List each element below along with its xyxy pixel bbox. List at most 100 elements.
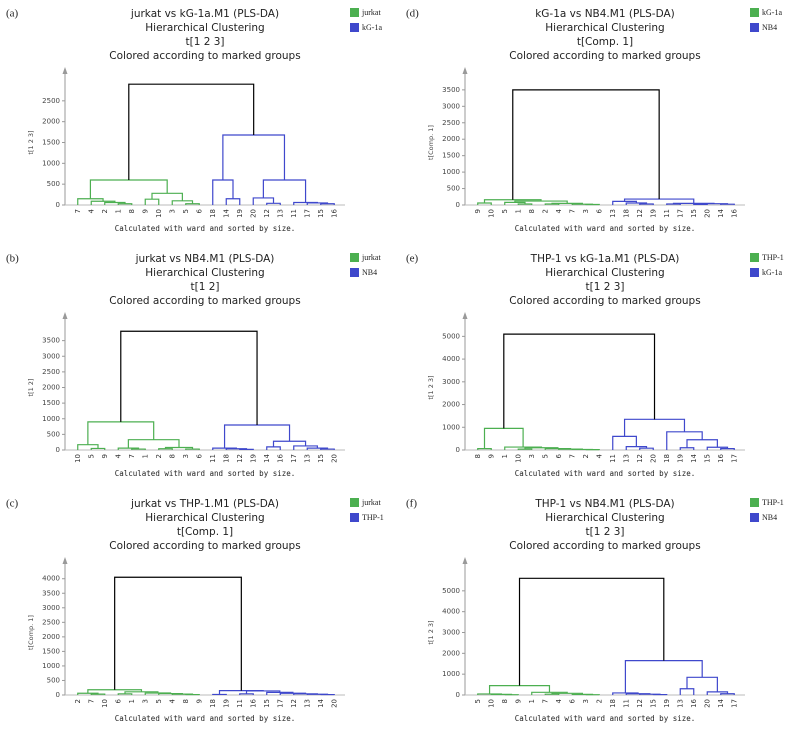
y-tick-label: 1000 [442, 670, 460, 678]
leaf-label: 3 [582, 209, 590, 213]
leaf-label: 6 [195, 453, 203, 458]
chart-title: t[Comp. 1] [177, 526, 233, 538]
leaf-label: 15 [649, 699, 657, 708]
leaf-label: 8 [128, 209, 136, 213]
merge-link [623, 418, 686, 437]
leaf-label: 12 [290, 699, 298, 708]
leaf-label: 2 [155, 454, 163, 458]
leaf-label: 2 [595, 699, 603, 703]
chart-title: kG-1a vs NB4.M1 (PLS-DA) [535, 8, 675, 20]
leaf-label: 17 [276, 699, 284, 708]
leaf-label: 5 [501, 209, 509, 213]
leaf-label: 9 [141, 209, 149, 213]
leaf-label: 6 [195, 208, 203, 213]
leaf-label: 3 [141, 699, 149, 703]
leaf-label: 17 [730, 454, 738, 463]
y-tick-label: 0 [456, 201, 460, 209]
y-tick-label: 4000 [442, 355, 460, 363]
leaf-label: 9 [514, 699, 522, 703]
y-tick-label: 3500 [42, 589, 60, 597]
leaf-label: 16 [690, 698, 698, 707]
y-axis-label: t[1 2] [27, 379, 35, 397]
legend-label: THP-1 [362, 513, 384, 522]
leaf-label: 7 [568, 454, 576, 458]
y-tick-label: 3000 [442, 102, 460, 110]
y-tick-label: 1000 [42, 662, 60, 670]
leaf-label: 1 [141, 454, 149, 458]
leaf-label: 7 [128, 454, 136, 458]
leaf-label: 18 [622, 209, 630, 218]
chart-title: THP-1 vs kG-1a.M1 (PLS-DA) [530, 253, 680, 265]
leaf-label: 1 [114, 209, 122, 213]
leaf-label: 9 [195, 699, 203, 703]
merge-link [120, 330, 258, 425]
leaf-label: 15 [317, 454, 325, 463]
leaf-label: 8 [168, 454, 176, 458]
merge-link [686, 676, 718, 692]
y-tick-label: 0 [456, 446, 460, 454]
chart-title: Hierarchical Clustering [145, 22, 264, 34]
merge-link [293, 445, 318, 450]
leaf-label: 11 [663, 209, 671, 218]
leaf-label: 14 [690, 453, 698, 462]
leaf-label: 20 [249, 209, 257, 218]
y-tick-label: 2000 [42, 384, 60, 392]
chart-title: t[1 2 3] [185, 36, 224, 48]
merge-link [87, 421, 155, 445]
merge-link [320, 448, 335, 450]
leaf-label: 20 [330, 454, 338, 463]
leaf-label: 20 [703, 699, 711, 708]
leaf-label: 10 [101, 699, 109, 708]
y-axis-label: t[Comp. 1] [27, 615, 35, 650]
merge-link [90, 200, 116, 205]
leaf-label: 17 [676, 209, 684, 218]
chart-title: Hierarchical Clustering [145, 267, 264, 279]
leaf-label: 10 [514, 454, 522, 463]
legend-label: NB4 [362, 268, 377, 277]
leaf-label: 13 [609, 209, 617, 218]
y-tick-label: 500 [47, 430, 60, 438]
leaf-label: 3 [528, 454, 536, 458]
leaf-label: 12 [263, 209, 271, 218]
chart-title: Colored according to marked groups [509, 295, 700, 307]
merge-link [223, 424, 291, 449]
merge-link [128, 83, 255, 180]
leaf-label: 12 [236, 454, 244, 463]
panel-label: (e) [406, 253, 419, 265]
legend-label: jurkat [361, 8, 381, 17]
merge-link [114, 576, 242, 691]
merge-link [90, 693, 106, 695]
legend-label: kG-1a [762, 8, 782, 17]
leaf-label: 5 [155, 699, 163, 703]
y-tick-label: 2500 [442, 119, 460, 127]
leaf-label: 13 [303, 699, 311, 708]
leaf-label: 1 [514, 209, 522, 213]
y-tick-label: 0 [56, 446, 60, 454]
merge-link [218, 690, 264, 695]
merge-link [90, 447, 106, 450]
y-tick-label: 3500 [42, 337, 60, 345]
merge-link [514, 200, 568, 204]
panel-label: (b) [6, 253, 19, 265]
panel-label: (d) [406, 8, 419, 20]
leaf-label: 10 [155, 209, 163, 218]
axis-arrow [462, 312, 468, 319]
chart-title: THP-1 vs NB4.M1 (PLS-DA) [534, 498, 674, 510]
leaf-label: 1 [528, 699, 536, 703]
merge-link [612, 200, 637, 205]
leaf-label: 15 [263, 699, 271, 708]
merge-link [171, 200, 194, 205]
merge-link [679, 688, 695, 695]
leaf-label: 12 [636, 209, 644, 218]
legend-swatch [750, 23, 759, 32]
merge-link [612, 692, 639, 695]
leaf-label: 16 [330, 208, 338, 217]
dendrogram-panel: (e) THP-1 vs kG-1a.M1 (PLS-DA) Hierarchica… [406, 253, 784, 478]
merge-link [222, 134, 286, 180]
merge-link [131, 448, 146, 450]
leaf-label: 18 [663, 454, 671, 463]
leaf-label: 17 [303, 209, 311, 218]
merge-link [512, 89, 660, 200]
merge-link [279, 692, 307, 695]
leaf-label: 11 [236, 699, 244, 708]
